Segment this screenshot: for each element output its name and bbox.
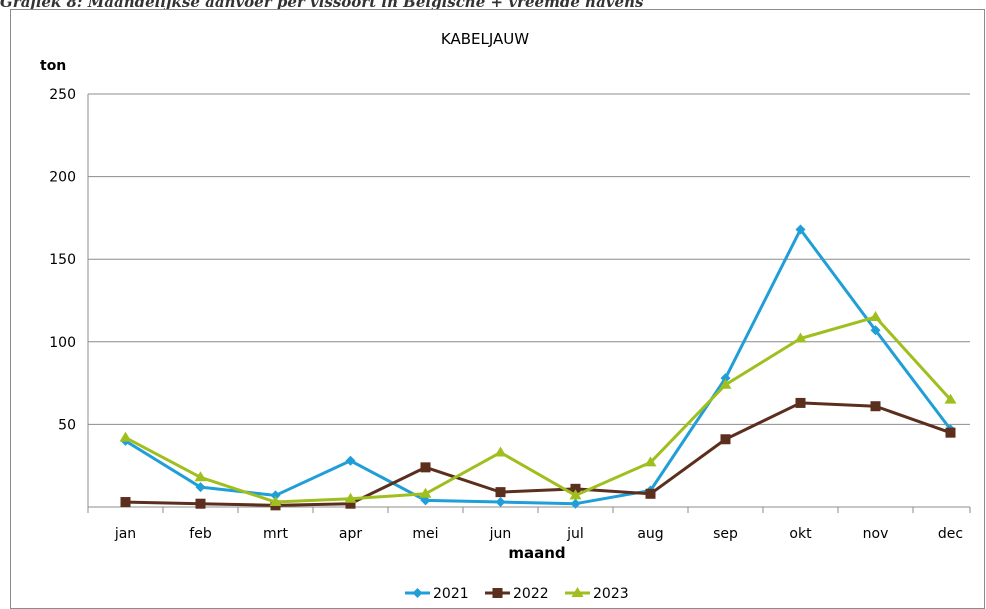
data-point bbox=[794, 332, 807, 343]
legend-marker bbox=[492, 588, 503, 598]
y-axis-unit: ton bbox=[40, 58, 66, 74]
data-point bbox=[569, 489, 582, 500]
x-tick-label: dec bbox=[938, 526, 963, 542]
legend-label: 2023 bbox=[593, 586, 629, 602]
y-tick-label: 200 bbox=[49, 170, 76, 186]
x-tick-label: apr bbox=[339, 526, 362, 542]
legend-label: 2021 bbox=[433, 586, 469, 602]
x-tick-label: feb bbox=[189, 526, 212, 542]
data-point bbox=[194, 471, 207, 482]
y-tick-label: 250 bbox=[49, 87, 76, 103]
data-point bbox=[645, 488, 656, 499]
legend-label: 2022 bbox=[513, 586, 549, 602]
data-point bbox=[644, 456, 657, 467]
data-point bbox=[345, 455, 356, 466]
data-point bbox=[944, 393, 957, 404]
data-point bbox=[795, 224, 806, 235]
data-point bbox=[269, 496, 282, 507]
data-point bbox=[870, 401, 881, 412]
legend-item-2021: 2021 bbox=[405, 586, 469, 602]
x-tick-label: nov bbox=[863, 526, 889, 542]
data-point bbox=[420, 462, 431, 473]
legend-marker bbox=[412, 588, 423, 598]
y-tick-label: 150 bbox=[49, 252, 76, 268]
series-2023 bbox=[119, 311, 957, 507]
data-point bbox=[419, 487, 432, 498]
data-point bbox=[195, 482, 206, 493]
series-line bbox=[124, 227, 952, 506]
x-tick-label: mei bbox=[412, 526, 438, 542]
series-line bbox=[124, 315, 952, 504]
data-point bbox=[570, 483, 581, 494]
data-point bbox=[494, 446, 507, 457]
x-tick-label: mrt bbox=[263, 526, 288, 542]
data-point bbox=[195, 498, 206, 509]
data-point bbox=[719, 378, 732, 389]
y-tick-label: 100 bbox=[49, 335, 76, 351]
axis-layer: 50 100 150 200 250 jan feb mrt apr mei jun jul aug se… bbox=[49, 87, 971, 542]
data-point bbox=[495, 487, 506, 498]
grid-layer bbox=[88, 93, 970, 425]
series-line bbox=[125, 401, 951, 507]
data-point bbox=[270, 490, 281, 501]
data-point bbox=[795, 397, 806, 408]
x-tick-label: jun bbox=[489, 526, 512, 542]
legend-marker bbox=[571, 587, 584, 597]
x-tick-label: sep bbox=[713, 526, 738, 542]
legend: 2021 2022 2023 bbox=[405, 586, 629, 602]
data-point bbox=[120, 497, 131, 508]
data-point bbox=[495, 497, 506, 508]
data-point bbox=[720, 373, 731, 384]
legend-item-2022: 2022 bbox=[485, 586, 549, 602]
series-2021 bbox=[120, 224, 956, 509]
data-point bbox=[945, 427, 956, 438]
y-tick-label: 50 bbox=[58, 417, 76, 433]
data-point bbox=[119, 431, 132, 442]
data-point bbox=[345, 498, 356, 509]
x-tick-label: jul bbox=[566, 526, 584, 542]
x-tick-label: aug bbox=[637, 526, 663, 542]
chart-title: KABELJAUW bbox=[441, 30, 529, 48]
data-point bbox=[344, 492, 357, 503]
data-point bbox=[869, 311, 882, 322]
x-tick-label: okt bbox=[789, 526, 812, 542]
series-2022 bbox=[120, 397, 956, 511]
data-point bbox=[720, 434, 731, 445]
data-point bbox=[870, 325, 881, 336]
data-point bbox=[570, 498, 581, 509]
data-point bbox=[420, 495, 431, 506]
x-tick-label: jan bbox=[114, 526, 136, 542]
series-layer bbox=[119, 224, 957, 511]
x-axis-label: maand bbox=[508, 544, 565, 562]
legend-item-2023: 2023 bbox=[565, 586, 629, 602]
page-caption: Grafiek 8: Maandelijkse aanvoer per viss… bbox=[0, 0, 644, 11]
